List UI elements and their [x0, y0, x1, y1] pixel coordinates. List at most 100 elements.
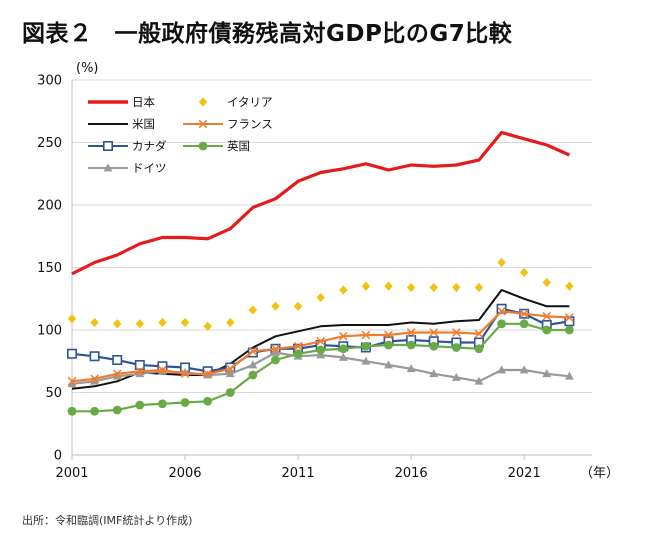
data-point	[203, 396, 213, 406]
data-point	[135, 400, 145, 410]
data-point	[112, 369, 122, 379]
data-point	[497, 319, 506, 329]
data-point	[67, 348, 78, 359]
y-unit-label: (%)	[76, 61, 99, 76]
data-point	[452, 282, 461, 293]
data-point	[429, 328, 439, 337]
data-point	[67, 406, 77, 416]
data-point	[474, 329, 484, 339]
data-point	[158, 365, 167, 375]
data-point	[542, 369, 552, 378]
x-tick-label: 2021	[508, 466, 541, 481]
x-tick-label: 2001	[55, 466, 88, 481]
data-point	[496, 303, 507, 314]
series-line-英国	[72, 322, 570, 413]
data-point	[67, 379, 77, 388]
y-tick-label: 250	[37, 136, 62, 151]
source-note: 出所：令和臨調(IMF統計より作成)	[22, 514, 193, 527]
data-point	[429, 282, 438, 293]
data-point	[271, 347, 280, 356]
data-point	[361, 341, 371, 351]
data-point	[67, 376, 77, 386]
series-line-日本	[71, 130, 571, 276]
data-point	[519, 319, 529, 329]
data-point	[429, 369, 439, 378]
x-tick-label: 2011	[282, 466, 315, 481]
data-point	[271, 355, 280, 365]
data-point	[316, 292, 325, 303]
data-point	[474, 344, 484, 354]
data-point	[113, 319, 122, 329]
data-point	[474, 376, 484, 385]
data-point	[542, 277, 551, 288]
data-point	[112, 354, 123, 365]
data-point	[565, 281, 574, 291]
y-tick-label: 50	[45, 386, 62, 401]
data-point	[338, 352, 348, 361]
data-point	[384, 340, 393, 350]
data-point	[406, 282, 416, 293]
data-point	[248, 370, 258, 380]
y-tick-label: 300	[37, 74, 62, 89]
data-point	[452, 328, 461, 337]
series-line-米国	[71, 289, 570, 390]
x-tick-label: 2016	[395, 466, 428, 481]
figure-title: 一般政府債務残高対GDP比のG7比較	[114, 21, 513, 47]
data-point	[203, 369, 212, 379]
data-point	[429, 341, 439, 351]
data-point	[519, 267, 529, 278]
data-point	[406, 328, 416, 337]
data-point	[226, 317, 235, 328]
data-point	[225, 364, 235, 374]
data-point	[542, 311, 552, 321]
data-point	[519, 365, 529, 374]
data-point	[225, 369, 235, 378]
data-point	[474, 282, 484, 293]
legend-label: 英国	[227, 139, 250, 153]
legend-marker	[198, 97, 208, 107]
data-point	[271, 301, 280, 311]
legend-label: カナダ	[132, 139, 167, 153]
data-point	[497, 306, 506, 316]
data-point	[271, 344, 280, 354]
data-point	[135, 319, 145, 329]
legend-label: ドイツ	[132, 161, 167, 175]
data-point	[248, 305, 258, 315]
data-point	[112, 371, 122, 380]
data-point	[248, 360, 258, 369]
data-point	[90, 406, 100, 416]
data-point	[361, 330, 371, 340]
data-point	[384, 360, 393, 369]
data-point	[293, 349, 303, 359]
data-point	[497, 365, 506, 374]
data-point	[384, 330, 393, 340]
data-point	[361, 281, 371, 291]
data-point	[180, 398, 190, 407]
legend-marker	[198, 119, 208, 129]
data-point	[225, 388, 235, 397]
data-point	[293, 341, 303, 351]
data-point	[497, 257, 506, 268]
data-point	[565, 313, 574, 322]
data-point	[564, 371, 574, 380]
data-point	[451, 372, 461, 381]
y-tick-label: 0	[54, 449, 62, 464]
data-point	[451, 343, 461, 352]
data-point	[406, 340, 416, 350]
y-tick-label: 150	[37, 261, 62, 276]
data-point	[90, 376, 100, 385]
data-point	[67, 314, 77, 324]
data-point	[406, 364, 416, 373]
chart-title: 図表２ 一般政府債務残高対GDP比のG7比較	[22, 14, 512, 48]
legend-marker	[103, 141, 114, 152]
legend-label: 米国	[132, 117, 155, 131]
x-tick-label: 2006	[168, 466, 201, 481]
data-point	[338, 344, 348, 354]
data-point	[338, 331, 348, 341]
legend-label: イタリア	[227, 95, 273, 109]
data-point	[180, 317, 190, 328]
legend-label: フランス	[227, 117, 273, 131]
data-point	[542, 325, 552, 335]
data-point	[90, 374, 99, 384]
